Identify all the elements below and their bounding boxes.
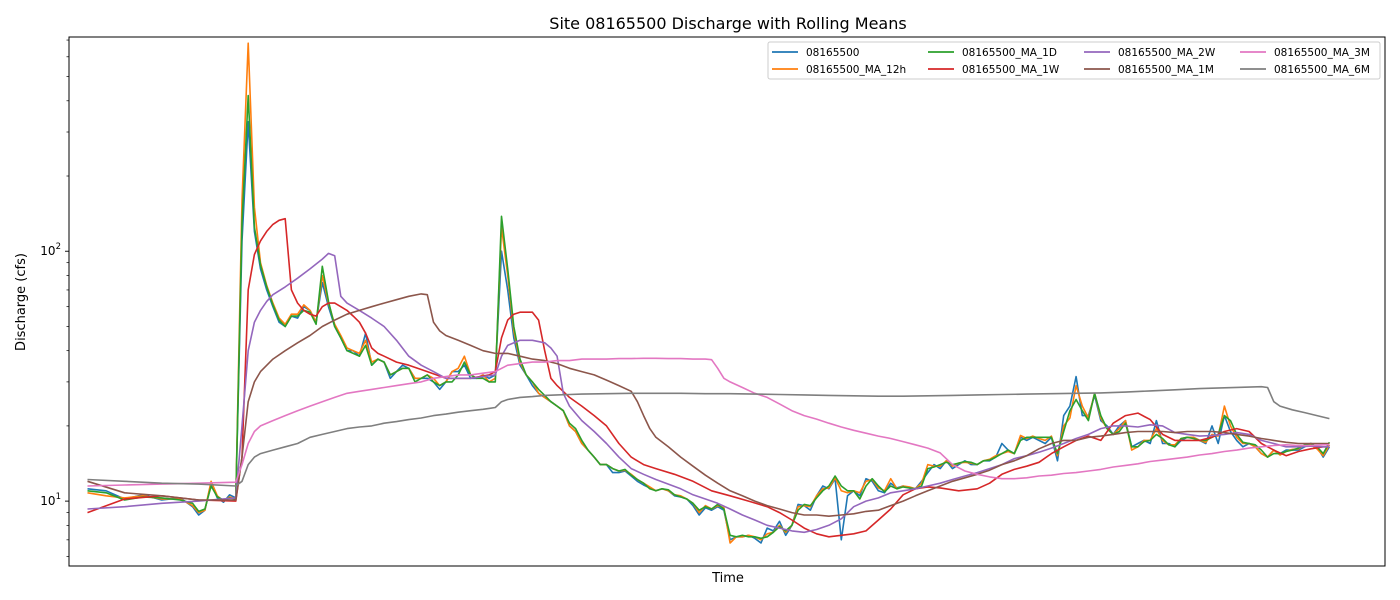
y-axis-ticks: 101 102 — [40, 39, 69, 557]
legend-entry-label: 08165500_MA_2W — [1118, 47, 1216, 59]
legend-entry-label: 08165500_MA_1M — [1118, 64, 1214, 76]
plot-frame — [68, 36, 1386, 567]
legend-entry-label: 08165500_MA_12h — [806, 64, 906, 76]
legend-entry-label: 08165500_MA_1W — [962, 64, 1060, 76]
legend: 08165500 08165500_MA_12h 08165500_MA_1D 081… — [767, 41, 1381, 80]
series-line-08165500-ma-3m — [87, 357, 1330, 487]
series-layer — [87, 42, 1331, 544]
legend-entry-label: 08165500_MA_6M — [1274, 64, 1370, 76]
series-line-08165500-ma-2w — [87, 252, 1330, 534]
legend-entry-label: 08165500 — [806, 47, 859, 59]
x-axis-label: Time — [711, 571, 744, 586]
legend-box — [767, 41, 1381, 80]
y-tick-label: 101 — [40, 492, 61, 508]
series-line-08165500-ma-1d — [87, 94, 1331, 540]
y-tick-label: 102 — [40, 242, 61, 258]
legend-entry-label: 08165500_MA_3M — [1274, 47, 1370, 59]
chart-title: Site 08165500 Discharge with Rolling Mea… — [549, 14, 906, 33]
series-line-08165500-ma-6m — [87, 385, 1330, 487]
legend-entry-label: 08165500_MA_1D — [962, 47, 1057, 59]
series-line-08165500-ma-12h — [87, 42, 1331, 544]
y-axis-label: Discharge (cfs) — [14, 253, 29, 351]
series-line-08165500-ma-1w — [87, 217, 1330, 538]
series-line-08165500-ma-1m — [87, 293, 1330, 517]
